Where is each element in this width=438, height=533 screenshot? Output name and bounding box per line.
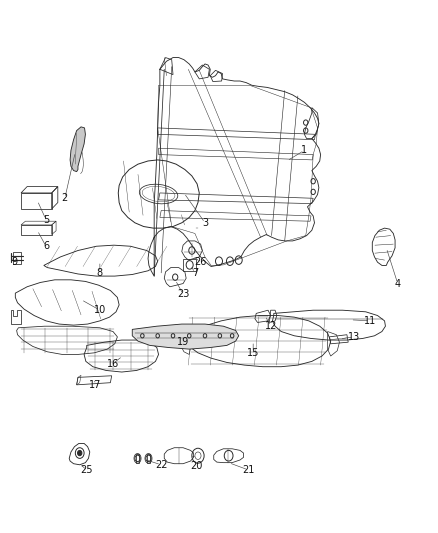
Text: 26: 26 [194, 257, 207, 267]
Polygon shape [70, 127, 85, 172]
Text: 15: 15 [247, 348, 259, 358]
Text: 7: 7 [192, 268, 198, 278]
Text: 21: 21 [243, 465, 255, 475]
Text: 3: 3 [202, 218, 208, 228]
Circle shape [78, 450, 82, 456]
Text: 5: 5 [43, 215, 49, 224]
Text: 4: 4 [395, 279, 401, 288]
Text: 8: 8 [97, 268, 103, 278]
Text: 11: 11 [364, 316, 376, 326]
Text: 10: 10 [94, 305, 106, 315]
Text: 1: 1 [301, 146, 307, 155]
Text: 20: 20 [190, 462, 202, 471]
Text: 23: 23 [177, 289, 189, 299]
Text: 6: 6 [43, 241, 49, 251]
Text: 17: 17 [89, 380, 102, 390]
Text: 25: 25 [81, 465, 93, 475]
Text: 22: 22 [155, 460, 167, 470]
Text: 16: 16 [107, 359, 119, 368]
Text: 19: 19 [177, 337, 189, 347]
Text: 9: 9 [11, 257, 17, 267]
Text: 13: 13 [348, 332, 360, 342]
Text: 12: 12 [265, 321, 277, 331]
Polygon shape [132, 324, 239, 349]
Text: 2: 2 [62, 193, 68, 203]
